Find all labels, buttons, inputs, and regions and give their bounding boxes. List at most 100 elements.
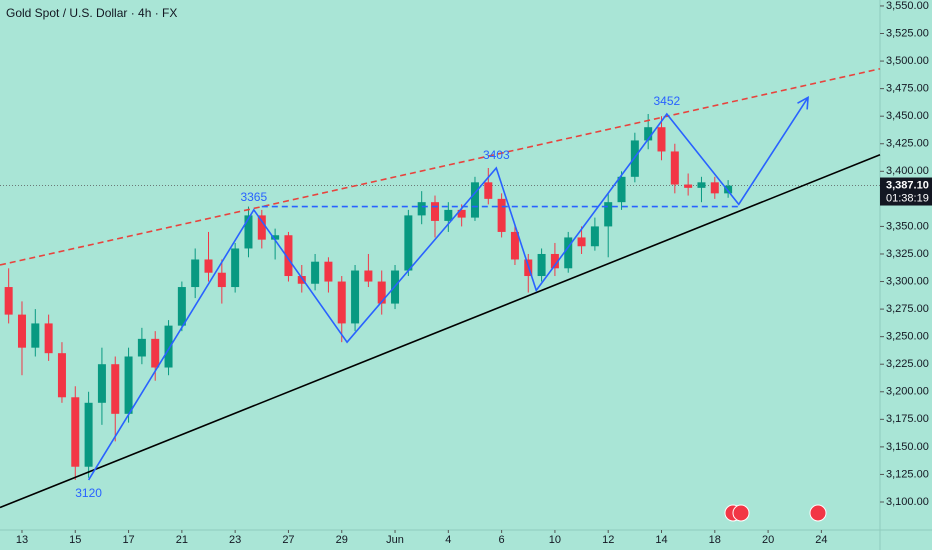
y-tick-label: 3,350.00	[886, 220, 929, 232]
candle-body	[271, 235, 280, 240]
candle-body	[444, 209, 453, 221]
y-tick-label: 3,200.00	[886, 386, 929, 398]
annotation: 3365	[240, 190, 267, 204]
candle-body	[417, 202, 426, 216]
annotation: 3403	[483, 148, 510, 162]
candle-body	[191, 259, 200, 288]
candle-body	[657, 127, 666, 152]
candle-body	[151, 338, 160, 368]
x-tick-label: Jun	[386, 534, 404, 546]
candle-body	[724, 185, 733, 194]
x-tick-label: 18	[709, 534, 721, 546]
x-tick-label: 20	[762, 534, 774, 546]
candle-body	[497, 198, 506, 232]
candle-body	[630, 140, 639, 177]
candle-body	[550, 253, 559, 269]
candle-body	[124, 356, 133, 414]
annotation: 3120	[75, 486, 102, 500]
candle-body	[364, 270, 373, 282]
candle-body	[297, 276, 306, 284]
candle-body	[137, 338, 146, 357]
candle-body	[351, 270, 360, 324]
candle-body	[431, 202, 440, 221]
candle-body	[577, 237, 586, 247]
candle-body	[324, 261, 333, 282]
y-tick-label: 3,125.00	[886, 468, 929, 480]
candle-body	[564, 237, 573, 269]
candle-body	[31, 323, 40, 348]
candle-body	[311, 261, 320, 284]
candle-body	[97, 364, 106, 403]
x-tick-label: 15	[69, 534, 81, 546]
y-tick-label: 3,275.00	[886, 303, 929, 315]
last-price-label: 3,387.10	[886, 179, 929, 191]
y-tick-label: 3,425.00	[886, 138, 929, 150]
candle-body	[71, 397, 80, 467]
candle-body	[510, 231, 519, 260]
candle-body	[217, 272, 226, 288]
candle-body	[484, 182, 493, 199]
candle-body	[670, 151, 679, 185]
x-tick-label: 17	[122, 534, 134, 546]
x-tick-label: 23	[229, 534, 241, 546]
candle-body	[457, 209, 466, 218]
candle-body	[231, 248, 240, 288]
x-tick-label: 4	[445, 534, 451, 546]
candle-body	[244, 215, 253, 249]
arrow-head	[797, 96, 809, 110]
candle-body	[17, 314, 26, 348]
y-tick-label: 3,450.00	[886, 110, 929, 122]
candle-body	[617, 176, 626, 203]
candle-body	[604, 202, 613, 227]
candle-body	[204, 259, 213, 273]
y-tick-label: 3,325.00	[886, 248, 929, 260]
y-tick-label: 3,400.00	[886, 165, 929, 177]
y-tick-label: 3,550.00	[886, 0, 929, 12]
candle-body	[590, 226, 599, 247]
candle-body	[284, 235, 293, 277]
candle-body	[377, 281, 386, 304]
last-price-box	[880, 177, 932, 206]
y-tick-label: 3,175.00	[886, 413, 929, 425]
candle-body	[337, 281, 346, 324]
x-tick-label: 12	[602, 534, 614, 546]
y-tick-label: 3,300.00	[886, 275, 929, 287]
x-tick-label: 14	[655, 534, 667, 546]
x-tick-label: 27	[282, 534, 294, 546]
candle-body	[710, 182, 719, 194]
annotation: 3452	[653, 94, 680, 108]
candle-body	[111, 364, 120, 414]
candle-body	[644, 127, 653, 141]
candle-body	[684, 184, 693, 188]
x-tick-label: 10	[549, 534, 561, 546]
drawing-line	[0, 68, 881, 266]
y-tick-label: 3,150.00	[886, 441, 929, 453]
candle-body	[537, 253, 546, 277]
x-tick-label: 13	[16, 534, 28, 546]
event-icons	[724, 504, 827, 522]
candle-body	[257, 215, 266, 240]
candle-body	[4, 287, 13, 315]
y-tick-label: 3,525.00	[886, 27, 929, 39]
candle-body	[57, 353, 66, 398]
candle-body	[164, 325, 173, 368]
candle-body	[84, 402, 93, 467]
y-tick-label: 3,250.00	[886, 331, 929, 343]
event-icon[interactable]	[809, 504, 827, 522]
y-tick-label: 3,225.00	[886, 358, 929, 370]
y-tick-label: 3,500.00	[886, 55, 929, 67]
candle-body	[177, 287, 186, 326]
x-tick-label: 24	[815, 534, 827, 546]
candle-body	[404, 215, 413, 271]
candle-body	[470, 182, 479, 218]
countdown: 01:38:19	[886, 192, 929, 204]
event-icon[interactable]	[732, 504, 750, 522]
y-tick-label: 3,100.00	[886, 496, 929, 508]
candle-body	[697, 182, 706, 188]
drawing-line	[0, 154, 881, 509]
drawing-line	[87, 97, 809, 481]
candle-body	[44, 323, 53, 354]
x-tick-label: 29	[336, 534, 348, 546]
